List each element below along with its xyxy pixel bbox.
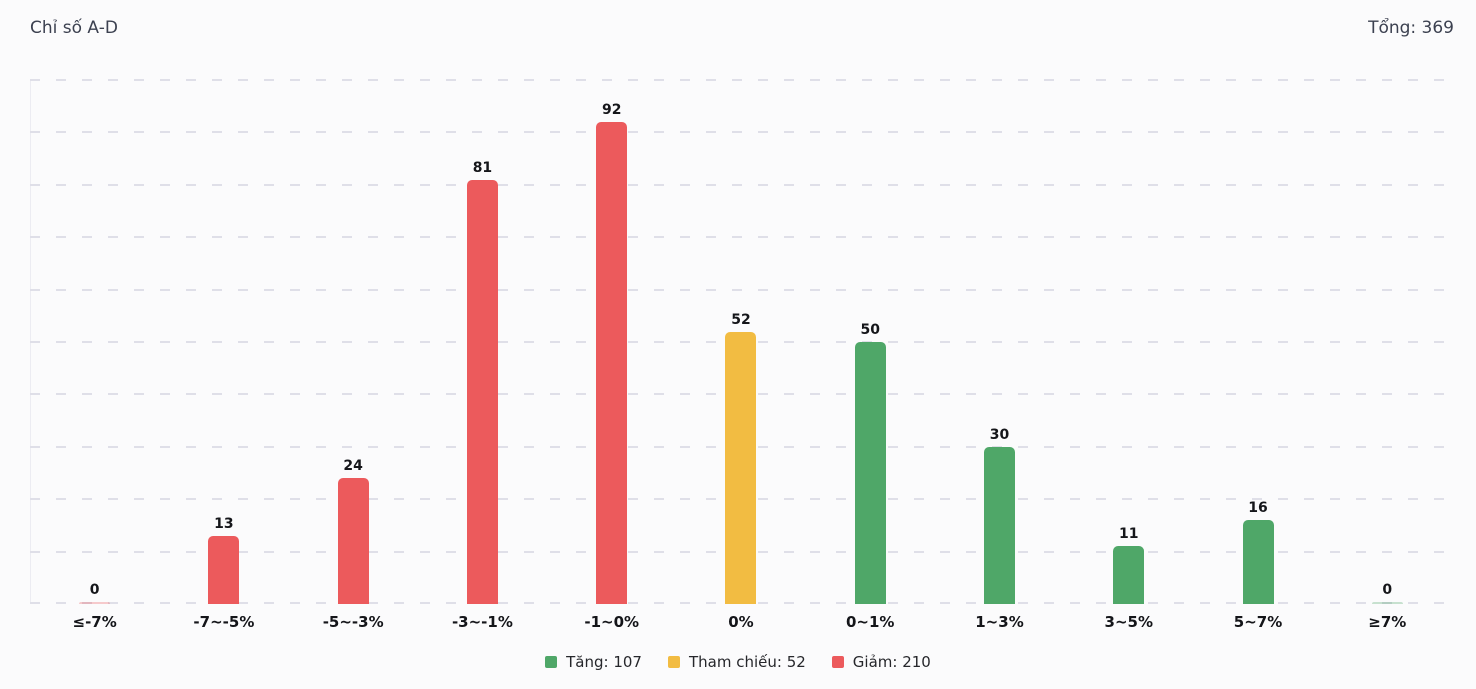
x-axis-label: -3~-1% [451,613,513,631]
bar-down[interactable] [208,535,240,604]
bar-down[interactable] [337,478,369,604]
bar-down[interactable] [596,121,628,604]
legend-item-up[interactable]: Tăng: 107 [545,653,642,671]
bar-column: 30 [935,80,1064,604]
bar-column: 0 [30,80,159,604]
total-count-label: Tổng: 369 [1368,18,1454,38]
x-axis-label: ≤-7% [72,613,117,631]
bar-value-label: 81 [472,159,493,176]
bar-value-label: 0 [1382,582,1393,598]
legend-item-down[interactable]: Giảm: 210 [831,653,931,671]
x-axis-label: 0% [728,613,754,631]
x-axis-label: ≥7% [1368,613,1407,631]
bar-columns: 0 13 24 81 92 52 50 30 11 16 0 [30,80,1452,604]
legend-label: Giảm: 210 [852,653,931,671]
bar-column: 11 [1064,80,1193,604]
bar-value-label: 13 [214,515,234,532]
bar-up[interactable] [1371,602,1403,604]
bar-column: 52 [676,80,805,604]
bar-up[interactable] [1113,546,1145,604]
legend-label: Tăng: 107 [566,653,642,671]
bar-value-label: 0 [89,582,100,598]
bar-column: 0 [1323,80,1452,604]
x-axis-label: 3~5% [1104,613,1153,631]
ad-histogram-plot: 0 13 24 81 92 52 50 30 11 16 0 [30,79,1452,604]
x-axis-label: -5~-3% [322,613,384,631]
bar-down[interactable] [79,602,111,604]
x-axis: ≤-7% -7~-5% -5~-3% -3~-1% -1~0% 0% 0~1% 1~3% 3~5… [30,613,1452,639]
bar-value-label: 24 [343,458,363,475]
legend-swatch-icon [545,656,558,668]
legend-label: Tham chiếu: 52 [688,653,806,671]
legend-swatch-icon [667,656,680,668]
x-axis-label: -1~0% [584,613,640,631]
bar-column: 50 [806,80,935,604]
bar-value-label: 92 [601,101,622,118]
chart-header: Chỉ số A-D Tổng: 369 [0,0,1476,56]
bar-column: 16 [1193,80,1322,604]
bar-ref[interactable] [725,331,757,604]
bar-up[interactable] [983,446,1015,604]
chart-legend: Tăng: 107 Tham chiếu: 52 Giảm: 210 [0,648,1476,676]
x-axis-label: -7~-5% [193,613,255,631]
legend-item-ref[interactable]: Tham chiếu: 52 [667,653,806,671]
bar-up[interactable] [854,342,886,604]
bar-value-label: 11 [1119,526,1139,543]
x-axis-label: 1~3% [975,613,1024,631]
bar-value-label: 30 [989,426,1010,443]
bar-column: 13 [159,80,288,604]
page-title: Chỉ số A-D [30,18,118,38]
bar-value-label: 50 [860,322,880,338]
bar-up[interactable] [1242,520,1274,604]
bar-down[interactable] [466,179,498,604]
bar-column: 24 [289,80,418,604]
x-axis-label: 5~7% [1233,613,1283,631]
legend-swatch-icon [831,656,844,668]
bar-value-label: 16 [1248,500,1268,517]
bar-column: 92 [547,80,676,604]
bar-value-label: 52 [731,311,751,328]
bar-column: 81 [418,80,547,604]
x-axis-label: 0~1% [845,613,895,631]
